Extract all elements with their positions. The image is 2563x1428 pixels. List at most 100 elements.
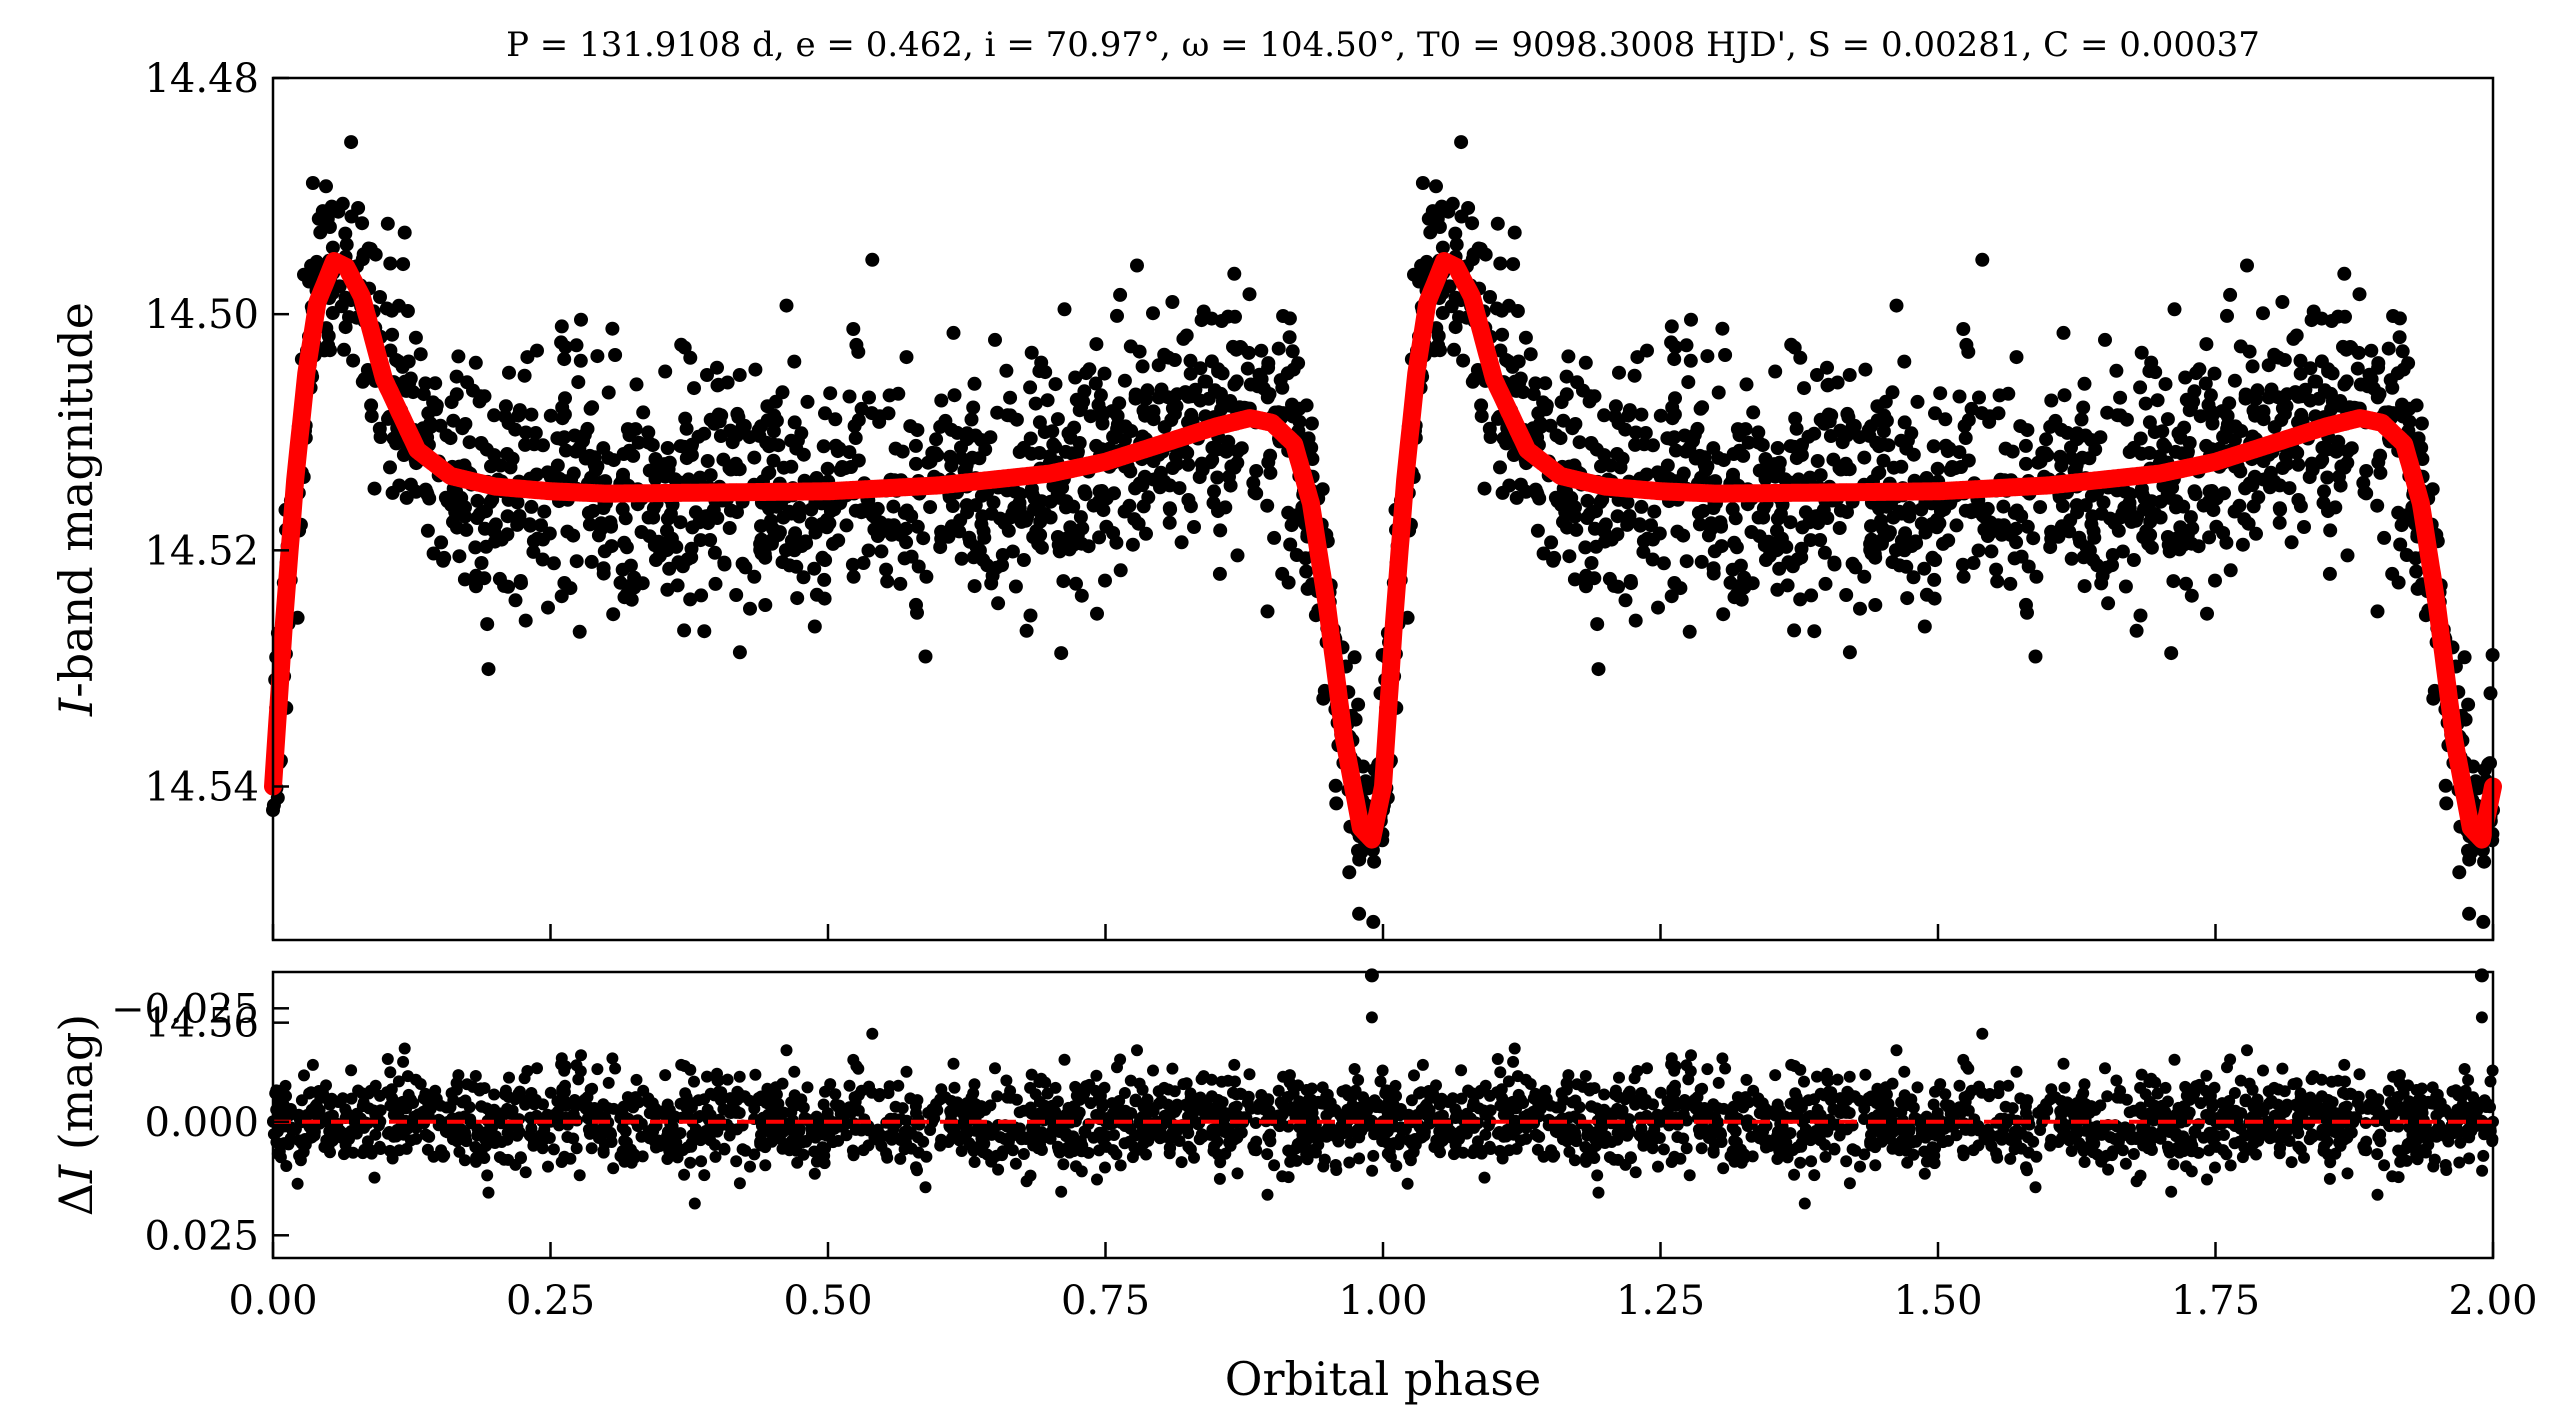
data-point — [1700, 459, 1715, 474]
data-point — [1797, 381, 1811, 396]
data-point — [1637, 437, 1652, 452]
data-point — [1700, 349, 1715, 364]
data-point — [945, 499, 960, 513]
residual-point — [2110, 1074, 2123, 1087]
data-point — [1082, 362, 1097, 377]
residual-point — [917, 1135, 930, 1148]
residual-point — [1009, 1157, 1022, 1170]
data-point — [2223, 563, 2238, 578]
residual-point — [381, 1053, 394, 1065]
data-point — [842, 389, 857, 404]
data-point — [1971, 504, 1986, 519]
data-point — [1483, 290, 1497, 304]
residual-point — [752, 1092, 765, 1104]
data-point — [1667, 352, 1682, 367]
data-point — [2208, 573, 2222, 588]
data-point — [2074, 412, 2089, 427]
residual-point — [991, 1090, 1004, 1103]
data-point — [1793, 350, 1808, 365]
data-point — [668, 472, 682, 487]
data-point — [2143, 528, 2158, 542]
data-point — [1254, 343, 1269, 358]
data-point — [1415, 176, 1430, 190]
data-point — [2019, 456, 2033, 471]
residual-point — [1808, 1169, 1821, 1182]
data-point — [2171, 426, 2186, 441]
residual-point — [2102, 1163, 2115, 1176]
residual-point — [2360, 1135, 2373, 1148]
data-point — [1099, 519, 1114, 534]
data-point — [1227, 460, 1242, 475]
residual-point — [1712, 1076, 1725, 1089]
residual-point — [619, 1125, 632, 1138]
data-point — [828, 412, 843, 427]
residual-point — [509, 1093, 522, 1106]
data-point — [320, 211, 335, 226]
data-point — [642, 463, 657, 478]
residual-point — [759, 1159, 772, 1172]
data-point — [1073, 510, 1088, 525]
data-point — [517, 368, 532, 383]
data-point — [2100, 405, 2115, 420]
residual-point — [658, 1104, 671, 1117]
data-point — [717, 555, 732, 570]
data-point — [1005, 506, 1020, 521]
data-point — [673, 515, 688, 530]
residual-point — [630, 1073, 643, 1086]
data-point — [619, 587, 634, 602]
data-point — [2272, 515, 2287, 530]
data-point — [1768, 364, 1783, 379]
data-point — [1948, 461, 1963, 476]
data-point — [1207, 484, 1221, 499]
residual-point — [817, 1098, 830, 1111]
residual-point — [1017, 1148, 1030, 1160]
residual-point — [843, 1079, 856, 1092]
data-point — [909, 456, 923, 471]
data-point — [498, 399, 513, 414]
data-point — [606, 607, 621, 622]
data-point — [1262, 387, 1277, 401]
data-point — [1842, 645, 1857, 660]
residual-point — [1434, 1146, 1446, 1159]
residual-point — [398, 1042, 411, 1055]
data-point — [748, 362, 763, 377]
residual-point — [947, 1057, 960, 1070]
data-point — [2020, 423, 2035, 438]
residual-point — [847, 1053, 860, 1066]
data-point — [2009, 350, 2024, 365]
data-point — [2202, 530, 2217, 545]
data-point — [728, 456, 743, 471]
data-point — [732, 645, 747, 660]
residual-point — [1282, 1144, 1295, 1157]
data-point — [1456, 353, 1471, 368]
data-point — [1110, 308, 1124, 323]
residual-point — [852, 1089, 865, 1102]
data-point — [2284, 535, 2299, 550]
data-point — [2305, 462, 2320, 477]
residual-point — [712, 1085, 725, 1098]
data-point — [524, 407, 539, 422]
data-point — [818, 553, 833, 568]
data-point — [1038, 507, 1053, 521]
residual-point — [1261, 1188, 1274, 1201]
residual-point — [570, 1142, 583, 1155]
data-point — [422, 491, 437, 506]
data-point — [569, 338, 584, 353]
data-point — [1653, 408, 1668, 423]
residual-point — [1196, 1130, 1209, 1143]
y-tick-label: 14.52 — [144, 528, 259, 574]
residual-point — [797, 1148, 810, 1161]
data-point — [2386, 309, 2401, 323]
residual-point — [1918, 1167, 1931, 1180]
data-point — [1109, 535, 1124, 550]
data-point — [1040, 393, 1055, 408]
data-point — [1667, 576, 1682, 590]
data-point — [1958, 431, 1973, 445]
residual-point — [320, 1079, 332, 1092]
data-point — [1052, 490, 1067, 505]
residual-point — [1268, 1159, 1281, 1172]
residual-point — [896, 1102, 909, 1115]
residual-point — [808, 1167, 821, 1180]
data-point — [1523, 347, 1538, 362]
data-point — [526, 534, 541, 549]
